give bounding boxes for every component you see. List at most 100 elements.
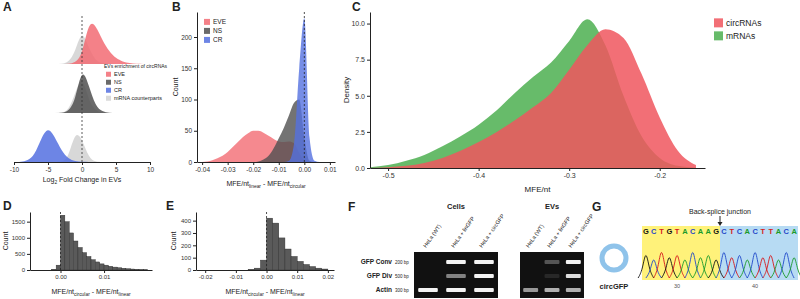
histogram-bar <box>61 215 65 270</box>
chart-panel: 0.000.01050010001500MFE/ntcircular - MFE… <box>2 199 153 297</box>
histogram-bar <box>285 249 291 270</box>
size-label: 200 bp <box>395 260 409 265</box>
band <box>545 260 560 264</box>
x-axis-title: MFE/ntcircular - MFE/ntlinear <box>225 288 304 297</box>
tick-mark <box>194 162 197 163</box>
row-label: GFP Conv <box>361 258 393 265</box>
gel-image <box>520 252 584 298</box>
tick-label: 0.01 <box>99 274 111 280</box>
tick-mark <box>193 245 196 246</box>
tick-label: 50 <box>185 127 193 134</box>
x-axis-title: Log2 Fold Change in EVs <box>43 176 122 185</box>
tick: 200 <box>181 243 196 249</box>
x-axis: -0.04-0.03-0.02-0.010.000.01 <box>195 162 337 173</box>
histogram-bar <box>316 268 322 270</box>
tick-label: 0 <box>81 166 85 173</box>
tick-mark <box>194 68 197 69</box>
base-letter: A <box>706 227 712 236</box>
band <box>566 288 581 292</box>
highlight-right <box>720 226 798 280</box>
axis-line <box>30 213 31 271</box>
histogram-bar <box>260 260 266 270</box>
tick-label: 100 <box>181 255 192 261</box>
chart-panel: -0.5-0.4-0.3-0.20.02.55.07.510.0MFE/ntDe… <box>342 0 761 194</box>
x-axis-title: MFE/nt <box>525 185 552 194</box>
histogram-bar <box>273 223 279 270</box>
tick: 0 <box>22 267 30 273</box>
tick: -0.02 <box>199 270 213 280</box>
label-part: MFE/nt <box>51 288 74 295</box>
tick-label: -0.4 <box>473 172 485 179</box>
size-label: 300 bp <box>395 288 409 293</box>
tick-mark <box>193 258 196 259</box>
tick-label: 5.0 <box>355 93 365 100</box>
x-axis: -0.02-0.010.000.010.02 <box>197 270 335 280</box>
base-letter: C <box>721 227 727 236</box>
label-part: Log <box>43 176 55 184</box>
histogram-bar <box>291 256 297 270</box>
tick-mark <box>236 270 237 273</box>
histogram-bar <box>113 267 117 270</box>
tick-label: -0.02 <box>199 274 213 280</box>
trace-peak <box>771 260 787 278</box>
tick: 1500 <box>12 219 30 225</box>
band <box>418 260 438 264</box>
legend: EVENSCR <box>204 18 227 43</box>
tick-mark <box>104 270 105 273</box>
trace-peak <box>786 258 800 278</box>
legend-swatch <box>204 28 210 34</box>
tick-label: -10 <box>10 166 20 173</box>
tick-label: 0.00 <box>261 274 273 280</box>
tick: -0.02 <box>246 162 261 173</box>
panel-letter: C <box>352 0 361 14</box>
tick-mark <box>27 254 30 255</box>
tick-mark <box>228 162 229 165</box>
y-axis: 0100200300400 <box>181 213 197 274</box>
tick-label: 0.00 <box>55 274 67 280</box>
base-letter: T <box>768 227 773 236</box>
tick: 1000 <box>12 235 30 241</box>
band <box>566 260 581 264</box>
tick: 0.00 <box>55 270 67 280</box>
tick: 0.02 <box>323 270 335 280</box>
tick: -0.5 <box>383 168 395 179</box>
circle-icon <box>602 246 626 270</box>
tick-mark <box>479 168 480 171</box>
trace-peak <box>677 260 693 278</box>
histogram-bar <box>65 222 69 270</box>
histogram-bar <box>139 269 143 270</box>
subscript: circular <box>248 292 264 297</box>
legend-label: EVE <box>213 18 227 25</box>
histogram-bar <box>100 264 104 270</box>
tick: -0.01 <box>230 270 244 280</box>
band <box>446 260 466 264</box>
tick-mark <box>367 132 370 133</box>
panel-letter: F <box>348 200 355 214</box>
band <box>446 274 466 278</box>
label-part: MFE/nt <box>225 288 248 295</box>
panel-letter: A <box>3 0 12 14</box>
tick-mark <box>569 168 570 171</box>
panel-letter: D <box>3 199 12 213</box>
reference-line <box>60 212 61 270</box>
annotation: Back-splice junction <box>689 208 751 216</box>
lane-label: HeLa (WT) <box>525 223 545 249</box>
tick: 10 <box>147 162 155 173</box>
y-axis-title: Density <box>342 77 351 104</box>
tick: 5.0 <box>355 93 370 100</box>
highlight-left <box>642 226 720 280</box>
marks <box>14 16 150 162</box>
band <box>523 274 538 278</box>
tick: 0.00 <box>261 270 273 280</box>
axis-line <box>197 270 335 271</box>
legend: circRNAsmRNAs <box>714 18 761 41</box>
base-letter: T <box>659 227 664 236</box>
tick-mark <box>388 168 389 171</box>
histogram-bar <box>303 264 309 270</box>
histogram-bar <box>78 247 82 270</box>
tick-mark <box>193 270 196 271</box>
axis-line <box>198 162 336 163</box>
tick: 400 <box>181 218 196 224</box>
reference-line <box>82 16 83 162</box>
y-axis: 0.02.55.07.510.0 <box>351 13 370 172</box>
